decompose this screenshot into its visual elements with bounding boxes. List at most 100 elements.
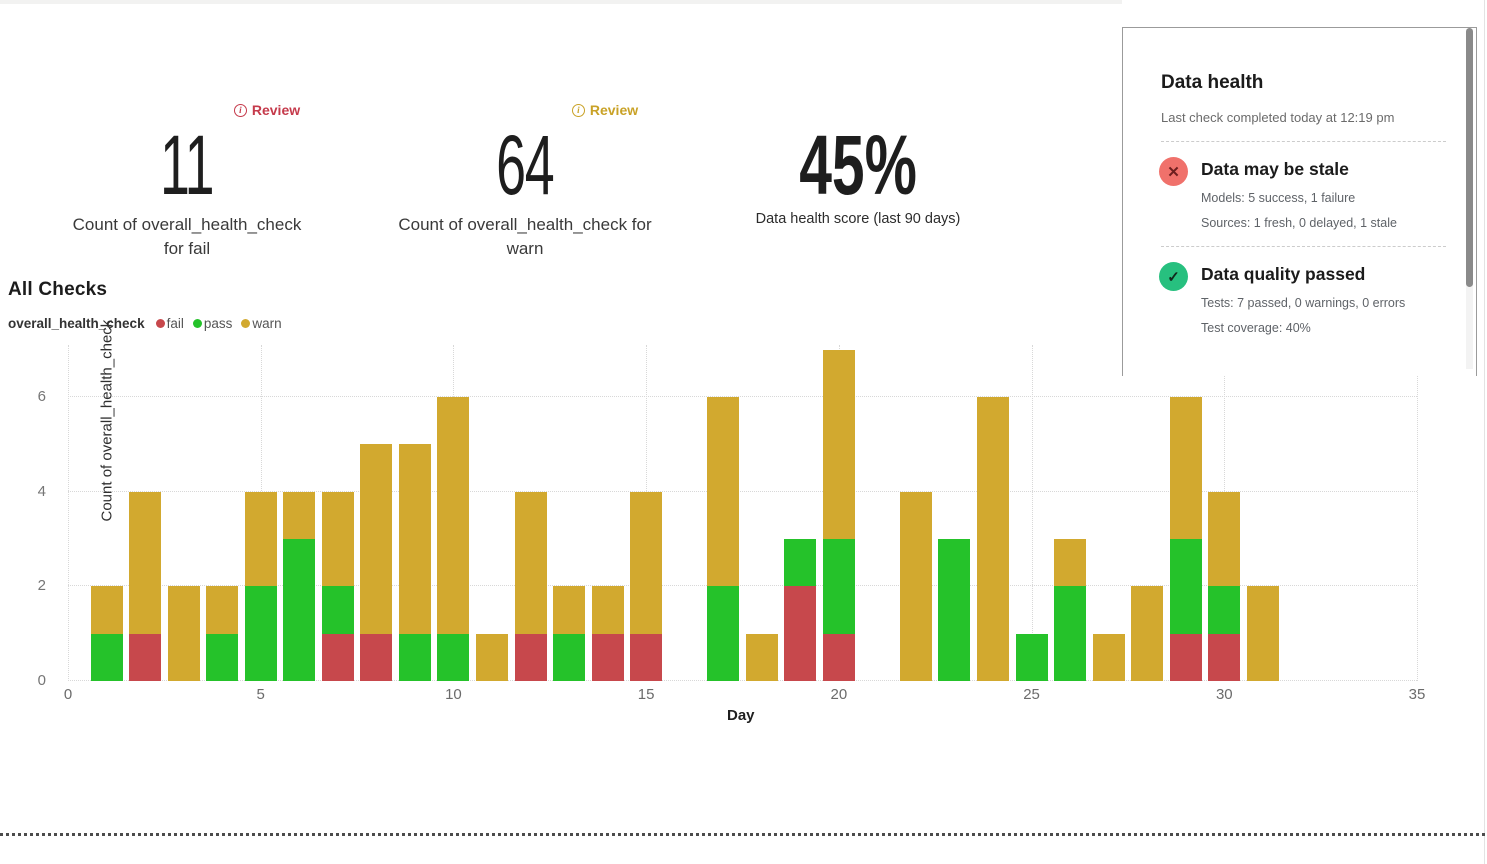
metric-warn-count: i Review 64 Count of overall_health_chec… (364, 100, 686, 261)
stacked-bar-day-9[interactable] (398, 444, 431, 681)
stacked-bar-day-17[interactable] (707, 397, 740, 681)
panel-divider (1161, 141, 1446, 142)
bar-segment-warn (822, 349, 855, 540)
chart-legend: overall_health_check fail pass warn (8, 316, 282, 331)
stacked-bar-day-18[interactable] (745, 633, 778, 681)
stacked-bar-day-28[interactable] (1131, 586, 1164, 681)
bar-segment-pass (437, 633, 470, 681)
bar-segment-pass (938, 539, 971, 681)
bar-segment-pass (707, 586, 740, 681)
bar-segment-warn (398, 444, 431, 634)
bar-segment-warn (1092, 633, 1125, 681)
stacked-bar-day-10[interactable] (437, 397, 470, 681)
bar-segment-fail (591, 633, 624, 681)
stacked-bar-day-7[interactable] (321, 491, 354, 681)
metric-label-health-score: Data health score (last 90 days) (755, 211, 961, 227)
top-strip (0, 0, 1122, 4)
stacked-bar-day-30[interactable] (1208, 491, 1241, 681)
bar-segment-pass (1208, 586, 1241, 634)
bar-segment-pass (822, 539, 855, 634)
stacked-bar-day-23[interactable] (938, 539, 971, 681)
bar-segment-fail (1208, 633, 1241, 681)
section-line-coverage: Test coverage: 40% (1201, 321, 1311, 335)
bar-segment-warn (707, 397, 740, 587)
panel-scrollbar-thumb[interactable] (1466, 28, 1473, 287)
review-label: Review (589, 102, 639, 118)
stacked-bar-day-27[interactable] (1092, 633, 1125, 681)
x-tick-label: 15 (637, 686, 655, 703)
bar-segment-pass (1015, 633, 1048, 681)
gridline-h (68, 490, 1417, 492)
bar-segment-warn (167, 586, 200, 681)
stacked-bar-day-14[interactable] (591, 586, 624, 681)
stacked-bar-day-8[interactable] (360, 444, 393, 681)
panel-divider (1161, 246, 1446, 247)
bar-segment-pass (1054, 586, 1087, 681)
bar-segment-fail (822, 633, 855, 681)
legend-dot-fail (155, 319, 165, 328)
stacked-bar-day-6[interactable] (283, 491, 316, 681)
metric-fail-count: i Review 11 Count of overall_health_chec… (26, 100, 348, 261)
stacked-bar-day-4[interactable] (206, 586, 239, 681)
bar-segment-warn (475, 633, 508, 681)
stacked-bar-day-25[interactable] (1015, 633, 1048, 681)
stacked-bar-day-11[interactable] (475, 633, 508, 681)
review-badge-fail[interactable]: i Review (233, 102, 300, 118)
legend-item-fail[interactable]: fail (155, 316, 184, 331)
x-tick-label: 35 (1408, 686, 1426, 703)
review-badge-warn[interactable]: i Review (571, 102, 639, 118)
bar-segment-warn (1054, 539, 1087, 587)
bar-segment-warn (591, 586, 624, 634)
check-circle-icon: ✓ (1159, 262, 1188, 291)
stacked-bar-day-3[interactable] (167, 586, 200, 681)
metric-health-score: 45% Data health score (last 90 days) (697, 100, 1019, 231)
metric-label-warn: Count of overall_health_check for warn (398, 215, 652, 258)
stacked-bar-day-5[interactable] (244, 491, 277, 681)
x-tick-label: 20 (830, 686, 848, 703)
section-title-stale: Data may be stale (1201, 159, 1349, 179)
stacked-bar-day-1[interactable] (90, 586, 123, 681)
bar-segment-warn (553, 586, 586, 634)
legend-item-warn[interactable]: warn (241, 316, 282, 331)
stacked-bar-day-22[interactable] (899, 491, 932, 681)
bar-segment-warn (206, 586, 239, 634)
x-tick-label: 10 (445, 686, 462, 703)
panel-subtitle: Last check completed today at 12:19 pm (1161, 110, 1395, 125)
gridline-v (1417, 345, 1418, 681)
bar-segment-warn (360, 444, 393, 634)
bar-segment-pass (784, 539, 817, 587)
stacked-bar-day-2[interactable] (129, 491, 162, 681)
bar-segment-fail (321, 633, 354, 681)
y-tick-label: 6 (37, 388, 46, 406)
gridline-v (1031, 345, 1033, 681)
bar-segment-pass (206, 633, 239, 681)
stacked-bar-day-15[interactable] (630, 491, 663, 681)
panel-section-quality: ✓ Data quality passed Tests: 7 passed, 0… (1159, 262, 1446, 335)
stacked-bar-day-12[interactable] (514, 491, 547, 681)
metric-value-fail: 11 (160, 118, 215, 212)
y-tick-label: 2 (37, 577, 46, 595)
stacked-bar-day-19[interactable] (784, 539, 817, 681)
stacked-bar-day-13[interactable] (553, 586, 586, 681)
stacked-bar-day-31[interactable] (1246, 586, 1279, 681)
y-axis-label: Count of overall_health_check (98, 319, 116, 522)
legend-label-warn: warn (252, 316, 282, 331)
section-line-sources: Sources: 1 fresh, 0 delayed, 1 stale (1201, 216, 1397, 230)
bar-segment-warn (437, 397, 470, 634)
stacked-bar-day-20[interactable] (822, 349, 855, 681)
panel-title: Data health (1161, 72, 1264, 93)
legend-item-pass[interactable]: pass (192, 316, 232, 331)
legend-label-fail: fail (166, 316, 184, 331)
stacked-bar-day-24[interactable] (977, 397, 1010, 681)
data-health-panel: Data health Last check completed today a… (1122, 27, 1477, 376)
page-right-border (1484, 0, 1485, 864)
x-circle-icon: ✕ (1159, 157, 1188, 186)
bar-segment-warn (977, 397, 1010, 681)
bar-segment-pass (90, 633, 123, 681)
legend-series-name: overall_health_check (8, 316, 145, 331)
bar-segment-warn (283, 491, 316, 540)
bar-segment-fail (630, 633, 663, 681)
bar-segment-warn (321, 491, 354, 587)
stacked-bar-day-29[interactable] (1169, 397, 1202, 681)
stacked-bar-day-26[interactable] (1054, 539, 1087, 681)
